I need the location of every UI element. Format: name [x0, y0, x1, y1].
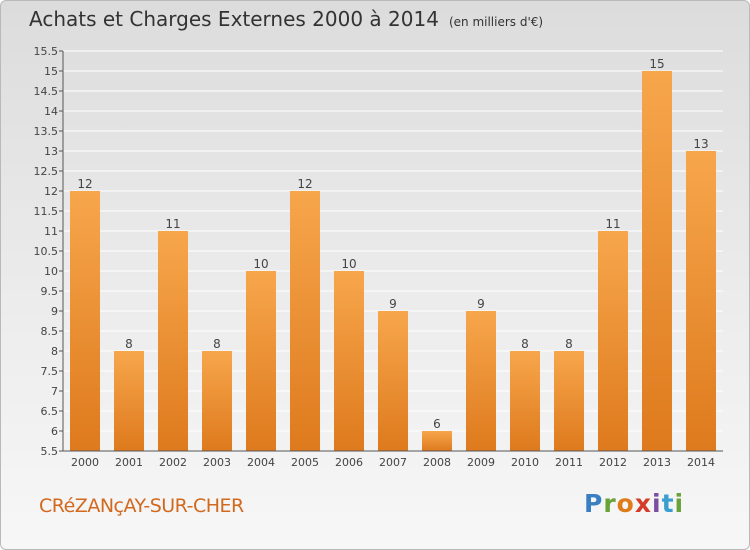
bar-2005 — [290, 191, 320, 451]
bar-value-label: 8 — [125, 337, 133, 351]
bar-value-label: 13 — [693, 137, 708, 151]
bar-2014 — [686, 151, 716, 451]
proxiti-logo: Proxiti — [584, 489, 684, 518]
y-tick-label: 12 — [44, 185, 58, 198]
y-tick-label: 14 — [44, 105, 58, 118]
x-tick-label: 2006 — [335, 456, 363, 469]
y-tick-label: 8.5 — [41, 325, 59, 338]
logo-letter: o — [616, 489, 635, 518]
bar-2011 — [554, 351, 584, 451]
x-tick-label: 2004 — [247, 456, 275, 469]
bar-value-label: 8 — [213, 337, 221, 351]
x-tick-label: 2001 — [115, 456, 143, 469]
logo-letter: P — [584, 489, 604, 518]
bar-value-label: 10 — [253, 257, 268, 271]
x-tick-label: 2013 — [643, 456, 671, 469]
bars: 12 8 11 8 10 12 10 9 6 9 8 8 11 15 13 — [70, 57, 716, 451]
y-tick-label: 15 — [44, 65, 58, 78]
y-tick-label: 9 — [51, 305, 58, 318]
y-tick-label: 6 — [51, 425, 58, 438]
y-axis-ticks: 5.5 6 6.5 7 7.5 8 8.5 9 9.5 10 10.5 11 11.5 12 12.5 13 1… — [34, 45, 63, 458]
bar-2010 — [510, 351, 540, 451]
y-tick-label: 13 — [44, 145, 58, 158]
y-tick-label: 5.5 — [41, 445, 59, 458]
x-tick-label: 2014 — [687, 456, 715, 469]
logo-letter: t — [661, 489, 675, 518]
y-tick-label: 7 — [51, 385, 58, 398]
bar-2001 — [114, 351, 144, 451]
bar-value-label: 11 — [605, 217, 620, 231]
logo-letter: i — [674, 489, 685, 518]
y-tick-label: 10 — [44, 265, 58, 278]
x-tick-label: 2010 — [511, 456, 539, 469]
y-tick-label: 7.5 — [41, 365, 59, 378]
x-tick-label: 2000 — [71, 456, 99, 469]
bar-2013 — [642, 71, 672, 451]
bar-value-label: 12 — [297, 177, 312, 191]
y-tick-label: 6.5 — [41, 405, 59, 418]
y-tick-label: 14.5 — [34, 85, 59, 98]
chart-title: Achats et Charges Externes 2000 à 2014 (e… — [29, 7, 543, 31]
x-tick-label: 2002 — [159, 456, 187, 469]
logo-letter: i — [652, 489, 662, 518]
commune-name: CRéZANçAY-SUR-CHER — [39, 495, 244, 517]
y-tick-label: 15.5 — [34, 45, 59, 58]
bar-value-label: 9 — [389, 297, 397, 311]
x-tick-label: 2009 — [467, 456, 495, 469]
bar-value-label: 11 — [165, 217, 180, 231]
y-tick-label: 11 — [44, 225, 58, 238]
x-tick-label: 2005 — [291, 456, 319, 469]
axes — [62, 51, 723, 452]
chart-subtitle: (en milliers d'€) — [448, 15, 544, 29]
bar-2002 — [158, 231, 188, 451]
bar-2012 — [598, 231, 628, 451]
bar-value-label: 12 — [77, 177, 92, 191]
bar-value-label: 15 — [649, 57, 664, 71]
x-tick-label: 2008 — [423, 456, 451, 469]
bar-2000 — [70, 191, 100, 451]
chart-title-text: Achats et Charges Externes 2000 à 2014 — [29, 7, 439, 31]
logo-letter: x — [634, 489, 652, 518]
y-tick-label: 10.5 — [34, 245, 59, 258]
bar-value-label: 9 — [477, 297, 485, 311]
bar-2006 — [334, 271, 364, 451]
bar-2003 — [202, 351, 232, 451]
y-tick-label: 11.5 — [34, 205, 59, 218]
x-axis-labels: 2000 2001 2002 2003 2004 2005 2006 2007 2008 2009… — [71, 456, 715, 469]
x-tick-label: 2007 — [379, 456, 407, 469]
x-tick-label: 2011 — [555, 456, 583, 469]
y-tick-label: 9.5 — [41, 285, 59, 298]
bar-2008 — [422, 431, 452, 451]
logo-letter: r — [603, 489, 617, 518]
bar-value-label: 6 — [433, 417, 441, 431]
bar-2009 — [466, 311, 496, 451]
y-tick-label: 12.5 — [34, 165, 59, 178]
bar-value-label: 8 — [521, 337, 529, 351]
bar-2004 — [246, 271, 276, 451]
y-tick-label: 13.5 — [34, 125, 59, 138]
bar-value-label: 10 — [341, 257, 356, 271]
bar-value-label: 8 — [565, 337, 573, 351]
y-tick-label: 8 — [51, 345, 58, 358]
bar-2007 — [378, 311, 408, 451]
x-tick-label: 2012 — [599, 456, 627, 469]
x-tick-label: 2003 — [203, 456, 231, 469]
